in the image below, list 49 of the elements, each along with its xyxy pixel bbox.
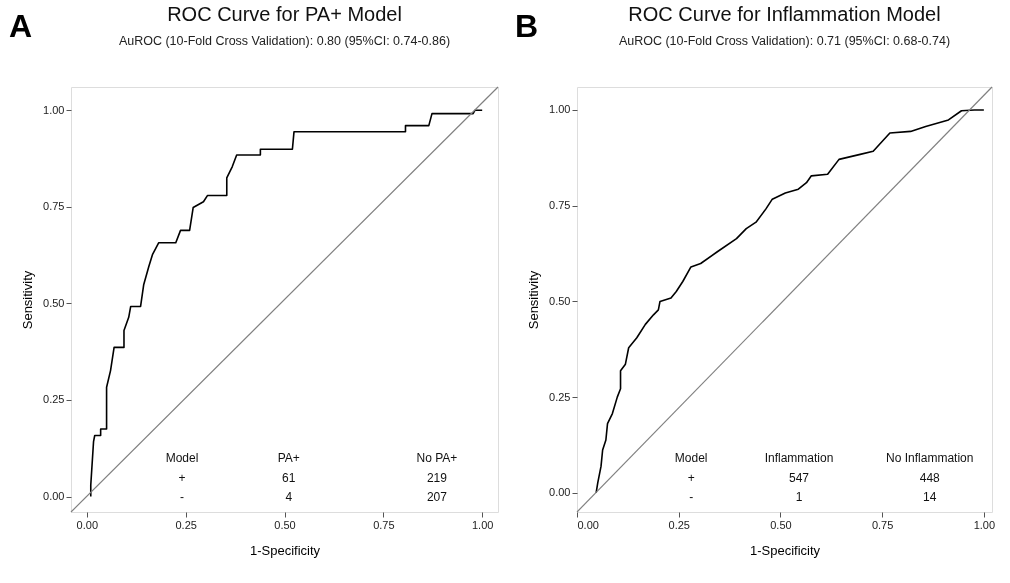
y-tick-label: 1.00 (43, 103, 65, 116)
annotation: 207 (426, 490, 448, 504)
chart-subtitle: AuROC (10-Fold Cross Validation): 0.80 (95%CI: 0.74-0.86) (118, 33, 451, 48)
annotation: - (689, 490, 694, 504)
y-tick-label: 0.25 (43, 393, 65, 406)
y-tick-label: 0.00 (43, 490, 65, 503)
x-tick-label: 0.75 (373, 518, 395, 531)
text: A (9, 8, 33, 44)
y-tick-label: 0.50 (549, 294, 571, 307)
x-axis-title: 1-Specificity (749, 542, 821, 558)
annotation: Model (674, 451, 708, 465)
annotation: 219 (426, 471, 448, 485)
chart-title: ROC Curve for Inflammation Model (628, 2, 941, 25)
x-tick-label: 0.25 (668, 518, 690, 531)
y-tick-label: 0.50 (43, 296, 65, 309)
annotation: 1 (795, 490, 803, 504)
x-tick-label: 0.50 (770, 518, 792, 531)
y-tick-label: 0.00 (549, 486, 571, 499)
annotation: No Inflammation (886, 451, 974, 465)
annotation: + (687, 471, 695, 485)
annotation: Model (165, 451, 199, 465)
annotation: - (180, 490, 185, 504)
x-tick-label: 0.25 (175, 518, 197, 531)
y-axis-title: Sensitivity (526, 270, 542, 330)
x-tick-label: 0.00 (577, 518, 599, 531)
annotation: + (178, 471, 186, 485)
text: B (515, 8, 539, 44)
x-tick-label: 1.00 (973, 518, 996, 531)
y-tick-label: 0.75 (43, 200, 65, 213)
annotation: 4 (285, 490, 293, 504)
x-tick-label: 0.75 (871, 518, 894, 531)
y-tick-label: 0.25 (549, 390, 571, 403)
y-axis-title: Sensitivity (20, 270, 36, 330)
annotation: 448 (919, 471, 941, 485)
chart-title: ROC Curve for PA+ Model (167, 2, 402, 25)
chart-subtitle: AuROC (10-Fold Cross Validation): 0.71 (95%CI: 0.68-0.74) (618, 33, 951, 48)
annotation: 61 (282, 471, 296, 485)
x-tick-label: 1.00 (471, 518, 494, 531)
x-tick-label: 0.00 (76, 518, 99, 531)
annotation: 14 (923, 490, 937, 504)
annotation: No PA+ (416, 451, 458, 465)
annotation: Inflammation (764, 451, 834, 465)
x-tick-label: 0.50 (274, 518, 296, 531)
line-series (595, 109, 985, 494)
annotation: 547 (789, 471, 810, 485)
y-tick-label: 1.00 (549, 103, 571, 116)
y-tick-label: 0.75 (549, 199, 571, 212)
x-axis-title: 1-Specificity (249, 542, 321, 558)
annotation: PA+ (277, 451, 300, 465)
